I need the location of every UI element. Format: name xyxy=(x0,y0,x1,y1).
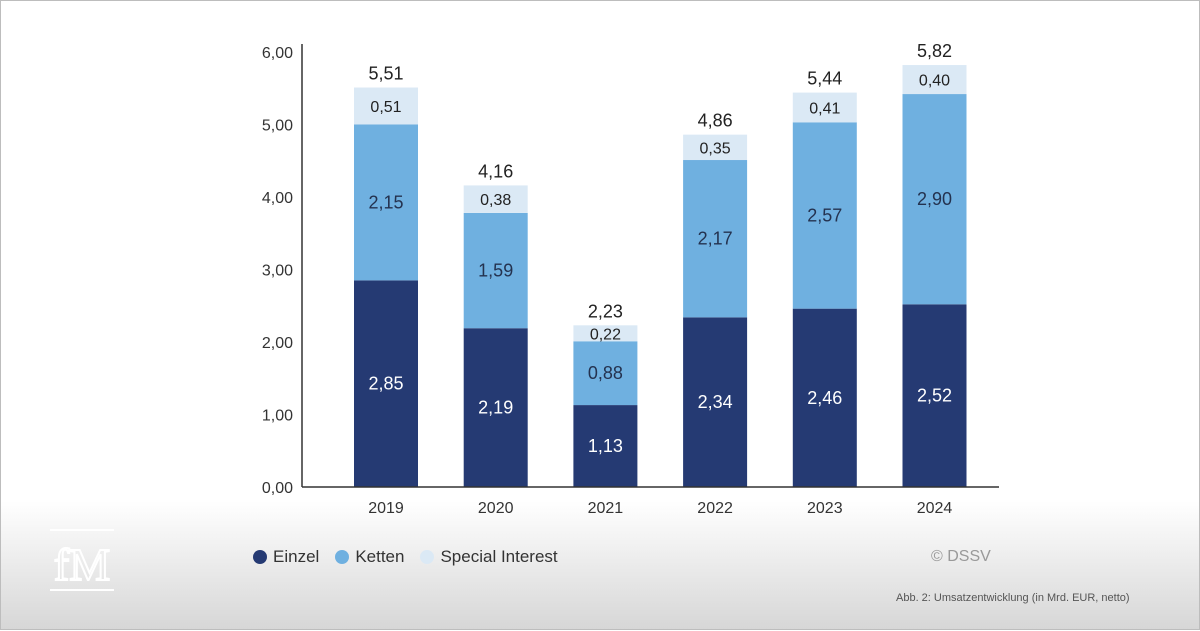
bar-value-label: 0,51 xyxy=(370,99,401,116)
bar-ketten-2022 xyxy=(683,160,748,318)
total-label: 5,82 xyxy=(917,41,952,61)
chart-legend: Einzel Ketten Special Interest xyxy=(253,547,574,567)
bar-value-label: 2,34 xyxy=(698,392,733,412)
bar-special-interest-2022 xyxy=(683,134,748,161)
legend-item-ketten: Ketten xyxy=(335,547,404,567)
bar-ketten-2023 xyxy=(792,122,857,309)
bar-einzel-2024 xyxy=(902,304,967,487)
legend-item-special-interest: Special Interest xyxy=(420,547,558,567)
bar-special-interest-2020 xyxy=(463,185,528,213)
x-tick-label: 2024 xyxy=(917,500,953,517)
legend-label: Einzel xyxy=(273,547,320,566)
bar-ketten-2024 xyxy=(902,94,967,305)
legend-dot-einzel xyxy=(253,550,267,564)
bar-ketten-2019 xyxy=(354,124,418,281)
bar-special-interest-2021 xyxy=(573,325,638,342)
x-tick-label: 2020 xyxy=(478,500,514,517)
total-label: 2,23 xyxy=(588,301,623,321)
bar-value-label: 2,15 xyxy=(368,192,403,212)
x-tick-label: 2019 xyxy=(368,500,404,517)
bar-einzel-2020 xyxy=(463,328,528,487)
x-tick-label: 2022 xyxy=(697,500,733,517)
bar-value-label: 1,13 xyxy=(588,436,623,456)
bar-special-interest-2023 xyxy=(792,92,857,123)
y-tick-label: 4,00 xyxy=(262,190,293,207)
y-tick-label: 5,00 xyxy=(262,118,293,135)
bar-value-label: 2,57 xyxy=(807,205,842,225)
bar-einzel-2023 xyxy=(792,308,857,487)
bar-ketten-2021 xyxy=(573,341,638,406)
copyright-text: © DSSV xyxy=(931,548,991,565)
y-tick-label: 2,00 xyxy=(262,335,293,352)
total-label: 5,51 xyxy=(368,64,403,84)
legend-label: Ketten xyxy=(355,547,405,566)
bar-value-label: 2,90 xyxy=(917,189,952,209)
bar-einzel-2019 xyxy=(354,280,418,487)
y-tick-label: 3,00 xyxy=(262,263,293,280)
legend-label: Special Interest xyxy=(440,547,558,566)
x-tick-label: 2021 xyxy=(588,500,624,517)
legend-item-einzel: Einzel xyxy=(253,547,319,567)
bar-value-label: 2,19 xyxy=(478,398,513,418)
bar-value-label: 0,35 xyxy=(700,140,731,157)
total-label: 4,16 xyxy=(478,161,513,181)
fm-logo: fM xyxy=(50,529,114,591)
total-label: 4,86 xyxy=(698,111,733,131)
logo-text: fM xyxy=(54,539,110,590)
bar-value-label: 0,38 xyxy=(480,192,511,209)
bar-special-interest-2019 xyxy=(354,87,418,125)
bar-value-label: 2,17 xyxy=(698,229,733,249)
bar-value-label: 1,59 xyxy=(478,261,513,281)
bar-einzel-2022 xyxy=(683,317,748,487)
legend-dot-special-interest xyxy=(420,550,435,564)
bar-ketten-2020 xyxy=(463,212,528,329)
total-label: 5,44 xyxy=(807,69,842,89)
bar-special-interest-2024 xyxy=(902,65,967,95)
bar-value-label: 2,46 xyxy=(807,388,842,408)
y-tick-label: 0,00 xyxy=(262,480,293,497)
bar-einzel-2021 xyxy=(573,405,638,487)
bar-value-label: 2,52 xyxy=(917,386,952,406)
bar-value-label: 0,88 xyxy=(588,363,623,383)
bar-value-label: 2,85 xyxy=(368,374,403,394)
y-tick-label: 6,00 xyxy=(262,45,293,62)
bar-value-label: 0,22 xyxy=(590,326,621,343)
y-tick-label: 1,00 xyxy=(262,408,293,425)
bar-value-label: 0,41 xyxy=(809,100,840,117)
x-tick-label: 2023 xyxy=(807,500,843,517)
bar-value-label: 0,40 xyxy=(919,73,950,90)
figure-caption: Abb. 2: Umsatzentwicklung (in Mrd. EUR, … xyxy=(896,592,1130,604)
legend-dot-ketten xyxy=(335,550,350,564)
